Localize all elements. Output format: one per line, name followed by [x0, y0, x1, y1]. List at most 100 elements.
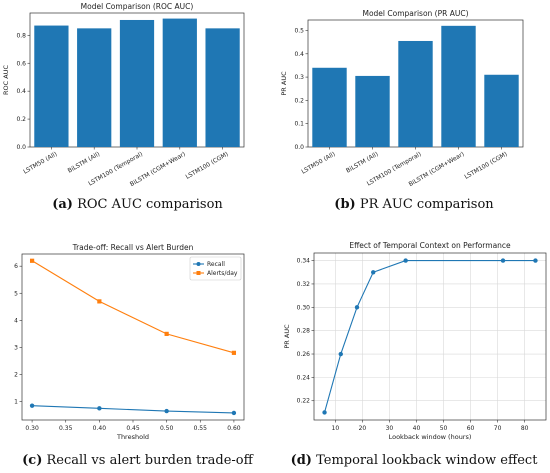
roc-auc-chart: Model Comparison (ROC AUC) ROC AUC 0.0 0.2 0… [0, 0, 275, 190]
bar [162, 18, 197, 148]
tradeoff-chart: Trade-off: Recall vs Alert Burden Thresho… [0, 233, 275, 443]
caption-b-text: PR AUC comparison [355, 197, 494, 212]
caption-a: (a) ROC AUC comparison [0, 197, 275, 212]
y-tick-label: 0.28 [297, 328, 311, 335]
caption-b: (b) PR AUC comparison [278, 197, 550, 212]
y-tick-label: 0.32 [297, 281, 311, 288]
caption-d-text: Temporal lookback window effect [311, 453, 538, 468]
y-tick-label: 0.24 [297, 374, 311, 381]
legend-label: Recall [207, 261, 225, 268]
series-line [32, 405, 234, 414]
y-tick-label: 0.1 [294, 121, 304, 128]
y-tick-label: 0.6 [16, 60, 26, 67]
caption-a-tag: (a) [52, 197, 73, 212]
caption-c-tag: (c) [22, 453, 43, 468]
data-point [164, 408, 169, 414]
data-point [97, 406, 102, 411]
x-tick-label: 20 [359, 425, 367, 432]
x-tick-label: 0.45 [126, 425, 140, 432]
data-point [164, 331, 169, 336]
y-tick-label: 0.5 [294, 27, 304, 34]
data-point [371, 270, 376, 275]
x-tick-label: 0.60 [227, 425, 241, 432]
y-tick-label: 6 [14, 263, 18, 270]
x-tick-label: 10 [332, 425, 340, 432]
legend-swatch-marker [196, 271, 201, 275]
bar [34, 25, 69, 147]
legend-box [189, 256, 242, 281]
chart-title: Model Comparison (PR AUC) [362, 9, 468, 18]
y-tick-label: 0.0 [16, 144, 26, 151]
y-tick-label: 0.8 [16, 32, 26, 39]
y-tick-label: 0.4 [294, 51, 304, 58]
chart-title: Model Comparison (ROC AUC) [81, 2, 194, 11]
data-point [97, 299, 102, 304]
x-tick-label: LSTM100 (CGM) [463, 151, 508, 181]
y-axis-label: PR AUC [280, 71, 288, 96]
x-tick-label: 40 [413, 425, 421, 432]
data-point [322, 410, 327, 415]
x-tick-label: BiLSTM (All) [67, 151, 102, 175]
data-point [403, 258, 408, 263]
y-tick-label: 0.34 [297, 258, 311, 265]
data-point [500, 258, 506, 263]
y-tick-label: 0.2 [16, 116, 26, 123]
y-axis-label: ROC AUC [2, 65, 10, 95]
x-tick-label: 60 [467, 425, 475, 432]
x-tick-label: LSTM100 (CGM) [184, 151, 229, 181]
data-point [533, 258, 538, 263]
y-tick-label: 1 [14, 399, 18, 406]
x-tick-label: 30 [386, 425, 394, 432]
x-tick-label: 0.40 [93, 425, 107, 432]
bar [398, 40, 433, 148]
y-tick-label: 0.2 [294, 97, 304, 104]
x-tick-label: BiLSTM (All) [345, 151, 380, 175]
y-tick-label: 0.30 [297, 304, 311, 311]
plot-frame [313, 252, 547, 421]
y-tick-label: 0.26 [297, 351, 311, 358]
y-tick-label: 0.22 [297, 398, 311, 405]
caption-c-text: Recall vs alert burden trade-off [42, 453, 253, 468]
y-axis-label: PR AUC [283, 324, 291, 349]
x-tick-label: 70 [494, 425, 502, 432]
x-axis-label: Threshold [116, 433, 149, 441]
y-tick-label: 0.4 [16, 88, 26, 95]
bar [205, 28, 240, 148]
legend-label: Alerts/day [207, 270, 238, 277]
bar [441, 25, 476, 148]
x-tick-label: 50 [440, 425, 448, 432]
bar [355, 75, 390, 147]
x-tick-label: 80 [521, 425, 529, 432]
data-point [338, 351, 343, 357]
caption-d: (d) Temporal lookback window effect [278, 453, 550, 468]
lookback-chart: Effect of Temporal Context on Performanc… [278, 233, 550, 443]
data-point [29, 403, 35, 408]
y-tick-label: 0.3 [294, 74, 304, 81]
series-line [31, 260, 235, 354]
data-point [354, 305, 360, 310]
data-point [231, 410, 237, 416]
y-tick-label: 0.0 [294, 144, 304, 151]
data-point [231, 350, 237, 355]
y-tick-label: 4 [14, 317, 18, 324]
bar [77, 28, 112, 148]
y-tick-label: 2 [14, 372, 18, 379]
x-axis-label: Lookback window (hours) [389, 433, 472, 441]
x-tick-label: 0.35 [59, 425, 73, 432]
chart-title: Effect of Temporal Context on Performanc… [349, 241, 511, 250]
caption-c: (c) Recall vs alert burden trade-off [0, 453, 275, 468]
x-tick-label: LSTM50 (All) [300, 151, 336, 176]
y-tick-label: 5 [14, 290, 18, 297]
data-point [29, 258, 35, 263]
caption-b-tag: (b) [334, 197, 356, 212]
x-tick-label: 0.55 [194, 425, 208, 432]
x-tick-label: 0.30 [25, 425, 39, 432]
pr-auc-chart: Model Comparison (PR AUC) PR AUC 0.0 0.1 0.2… [278, 0, 550, 190]
chart-title: Trade-off: Recall vs Alert Burden [72, 243, 194, 252]
bar [484, 74, 519, 147]
y-tick-label: 3 [14, 344, 18, 351]
x-tick-label: 0.50 [160, 425, 174, 432]
bar [119, 19, 155, 148]
series-line [324, 260, 536, 413]
caption-d-tag: (d) [290, 453, 312, 468]
